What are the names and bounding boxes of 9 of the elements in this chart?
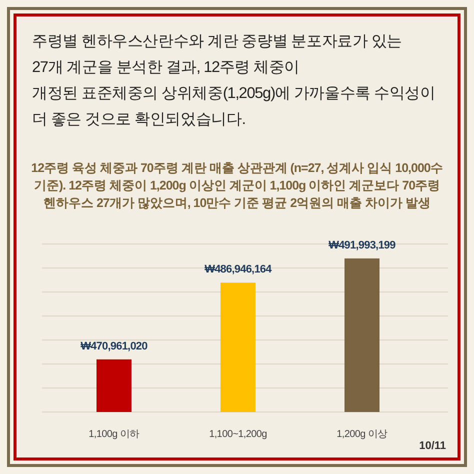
x-tick-label: 1,200g 이상 [336, 429, 388, 440]
text: 10/11 [419, 440, 446, 452]
chart-title: 주령별 헨하우스산란수와 계란 중량별 분포자료가 있는 27개 계군을 분석한 결과, 12주령 체중이 개정된 표준체중의 상위체중(1,205g)에 가까울수록 수익성이 더 좋은 것으로 확인되었습니다. [32, 33, 436, 128]
data-label: ₩491,993,199 [328, 239, 396, 252]
data-label: ₩470,961,020 [80, 340, 148, 352]
data-label: ₩486,946,164 [204, 264, 273, 276]
x-tick-label: 1,100~1,200g [209, 429, 267, 440]
chart-subtitle: 12주령 육성 체중과 70주령 계란 매출 상관관계 (n=27, 성계사 입식 10,000수 기준). 12주령 체중이 1,200g 이상인 계군이 1,100g 이하인 계군보다 70주령 헨하우스 27개가 많았으며, 10만수 기준 평균 2억원의 매출 차이가 발생 [31, 161, 444, 210]
x-tick-label: 1,100g 이하 [88, 429, 140, 440]
